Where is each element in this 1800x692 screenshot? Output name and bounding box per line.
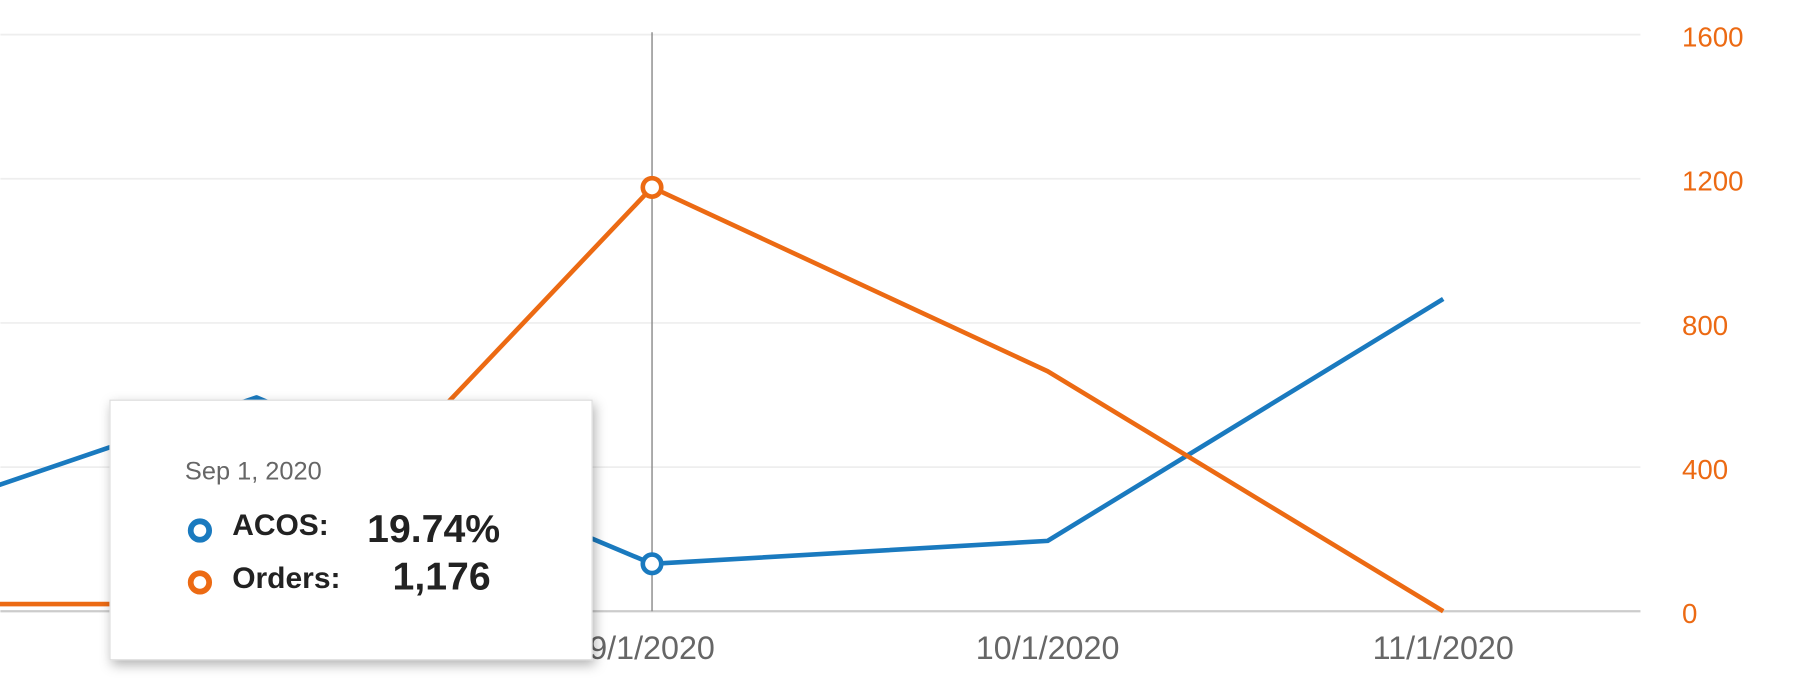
- y2-tick-label: 400: [1682, 454, 1728, 485]
- y2-tick-label: 1600: [1682, 22, 1744, 53]
- tooltip-icon: [187, 518, 213, 543]
- tooltip-value: 1,176: [393, 555, 491, 598]
- tooltip-box: [109, 399, 593, 661]
- y2-tick-label: 0: [1682, 598, 1697, 629]
- x-tick-label: 10/1/2020: [976, 630, 1120, 666]
- x-tick-label: 9/1/2020: [589, 630, 715, 666]
- y2-tick-label: 800: [1682, 310, 1728, 341]
- tooltip-title: Sep 1, 2020: [185, 458, 322, 486]
- x-tick-label: 11/1/2020: [1373, 630, 1514, 666]
- y2-tick-label: 1200: [1682, 166, 1744, 197]
- tooltip: Sep 1, 2020 ACOS: 19.74% Orders: 1,176: [109, 399, 593, 661]
- tooltip-icon: [187, 570, 213, 595]
- tooltip-label: Orders:: [232, 562, 340, 595]
- hover-marker: [640, 552, 664, 576]
- tooltip-label: ACOS:: [232, 509, 329, 542]
- hover-marker: [640, 175, 664, 199]
- tooltip-value: 19.74%: [367, 508, 500, 551]
- plot-area: 0400800120016008/1/20209/1/202010/1/2020…: [0, 22, 1744, 666]
